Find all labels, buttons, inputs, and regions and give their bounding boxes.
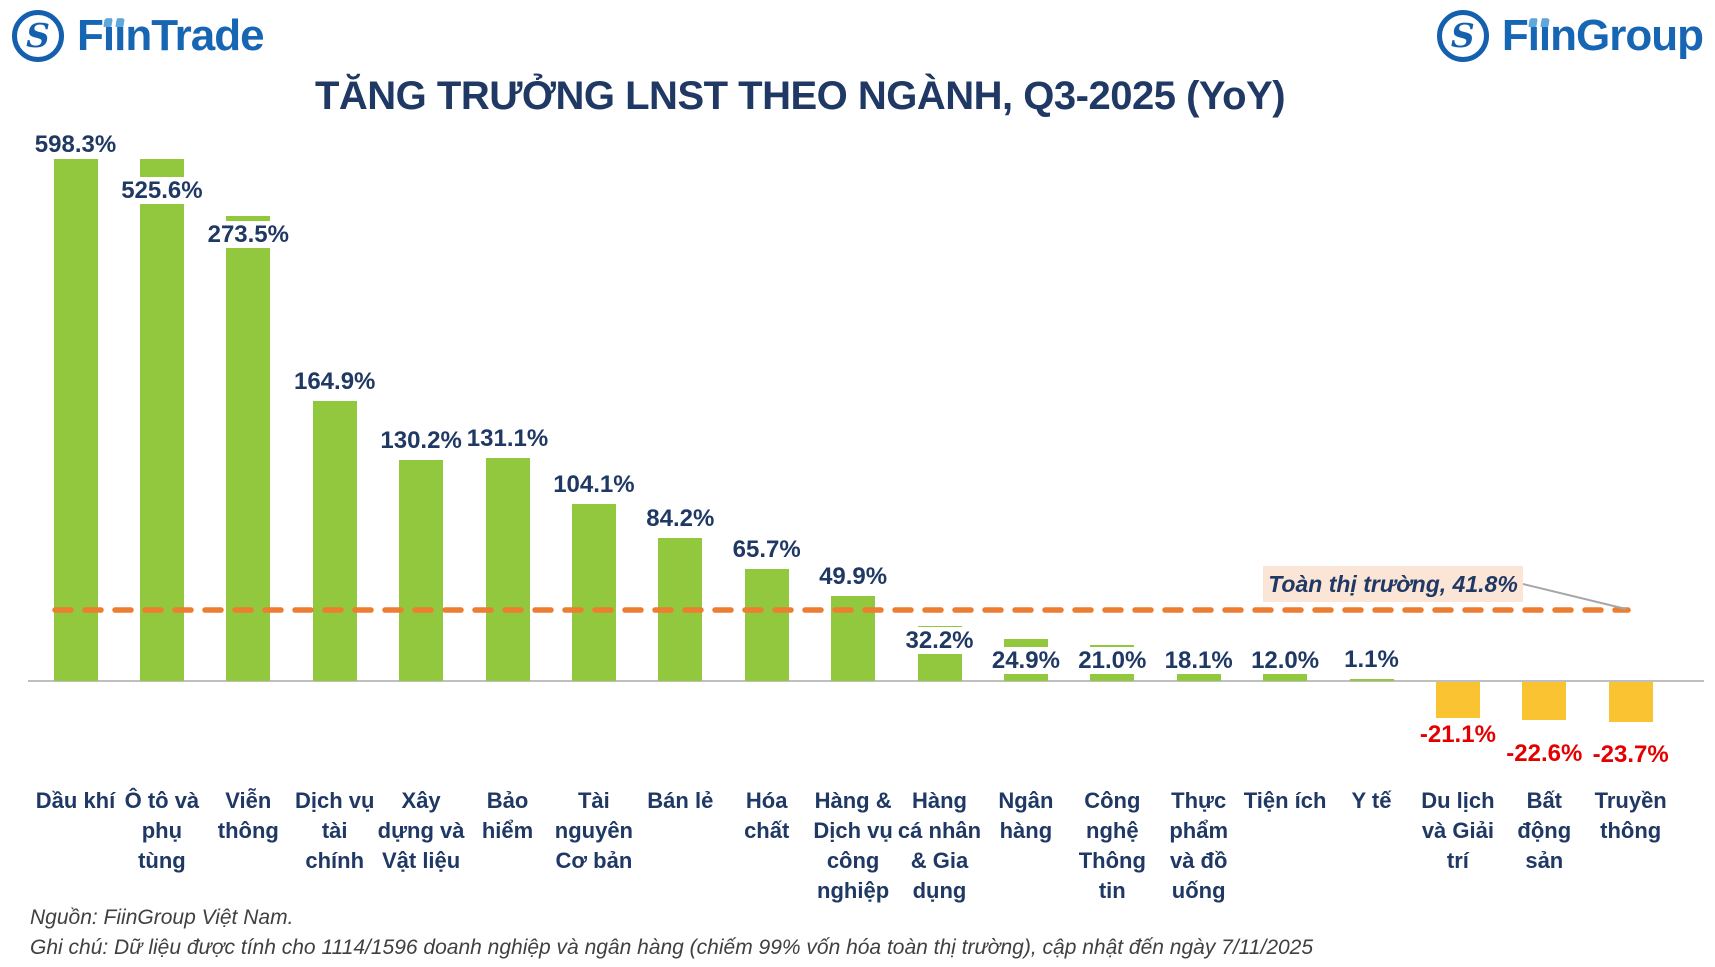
fiingroup-monogram: S (1450, 15, 1475, 55)
category-label: Thực phẩm và đồ uống (1169, 788, 1229, 903)
category-label: Bán lẻ (647, 788, 714, 813)
value-label: -22.6% (1501, 740, 1588, 767)
category-label: Xây dựng và Vật liệu (377, 788, 465, 873)
category-label: Tiện ích (1243, 788, 1327, 813)
value-label: 18.1% (1159, 647, 1238, 674)
value-label: 164.9% (288, 367, 381, 395)
bar (1435, 682, 1480, 718)
bar (571, 504, 616, 681)
category-label: Du lịch và Giải trí (1421, 788, 1495, 873)
value-label: 598.3% (29, 131, 122, 158)
category-label: Tài nguyên Cơ bản (554, 788, 633, 873)
value-label: 12.0% (1246, 647, 1325, 674)
category-label: Truyền thông (1594, 788, 1667, 843)
bar (399, 459, 444, 681)
value-label: 130.2% (375, 426, 467, 454)
value-label: 21.0% (1073, 647, 1152, 674)
value-label: 84.2% (641, 504, 720, 532)
category-label: Công nghệ Thông tin (1078, 788, 1146, 903)
benchmark-callout: Toàn thị trường, 41.8% (1263, 566, 1523, 602)
bar (139, 159, 184, 681)
category-label: Hàng cá nhân & Gia dụng (897, 788, 982, 903)
bar (485, 458, 530, 681)
category-label: Dịch vụ tài chính (294, 788, 375, 873)
category-label: Y tế (1351, 788, 1392, 813)
bar (1522, 682, 1567, 721)
category-label: Ô tô và phụ tùng (124, 788, 200, 873)
fiintrade-logo-icon: S (12, 10, 64, 62)
fiingroup-logo: S FiinGroup (1436, 10, 1704, 62)
value-label: 525.6% (116, 177, 208, 204)
footer-source: Nguồn: FiinGroup Việt Nam. (30, 906, 294, 929)
x-axis-line (28, 680, 1704, 682)
value-label: 24.9% (986, 647, 1065, 674)
bar (658, 537, 703, 681)
footer-note: Ghi chú: Dữ liệu được tính cho 1114/1596… (30, 936, 1314, 959)
category-label: Dầu khí (35, 788, 116, 813)
value-label: 1.1% (1339, 646, 1404, 673)
fiintrade-logo: S FiinTrade (12, 10, 265, 62)
bar (53, 159, 98, 681)
bar (226, 216, 271, 681)
category-label: Hàng & Dịch vụ công nghiệp (813, 788, 893, 903)
category-label: Bất động sản (1517, 788, 1572, 873)
category-label: Hóa chất (744, 788, 790, 843)
value-label: 131.1% (461, 425, 554, 453)
bar (1608, 682, 1653, 723)
bar (744, 569, 789, 681)
bar (831, 596, 876, 681)
category-label: Bảo hiểm (481, 788, 534, 843)
fiingroup-logo-icon: S (1436, 10, 1489, 62)
category-label: Ngân hàng (998, 788, 1054, 843)
chart-title: TĂNG TRƯỞNG LNST THEO NGÀNH, Q3-2025 (Yo… (314, 74, 1286, 118)
value-label: 65.7% (727, 536, 806, 564)
value-label: 32.2% (900, 627, 979, 654)
value-label: 49.9% (814, 563, 893, 591)
category-label: Viễn thông (217, 788, 279, 843)
value-label: 273.5% (202, 221, 294, 248)
value-label: 104.1% (548, 471, 640, 498)
value-label: -21.1% (1414, 721, 1501, 748)
bar (312, 400, 357, 681)
fiintrade-monogram: S (26, 15, 50, 55)
bar (1349, 679, 1394, 682)
value-label: -23.7% (1587, 741, 1674, 768)
